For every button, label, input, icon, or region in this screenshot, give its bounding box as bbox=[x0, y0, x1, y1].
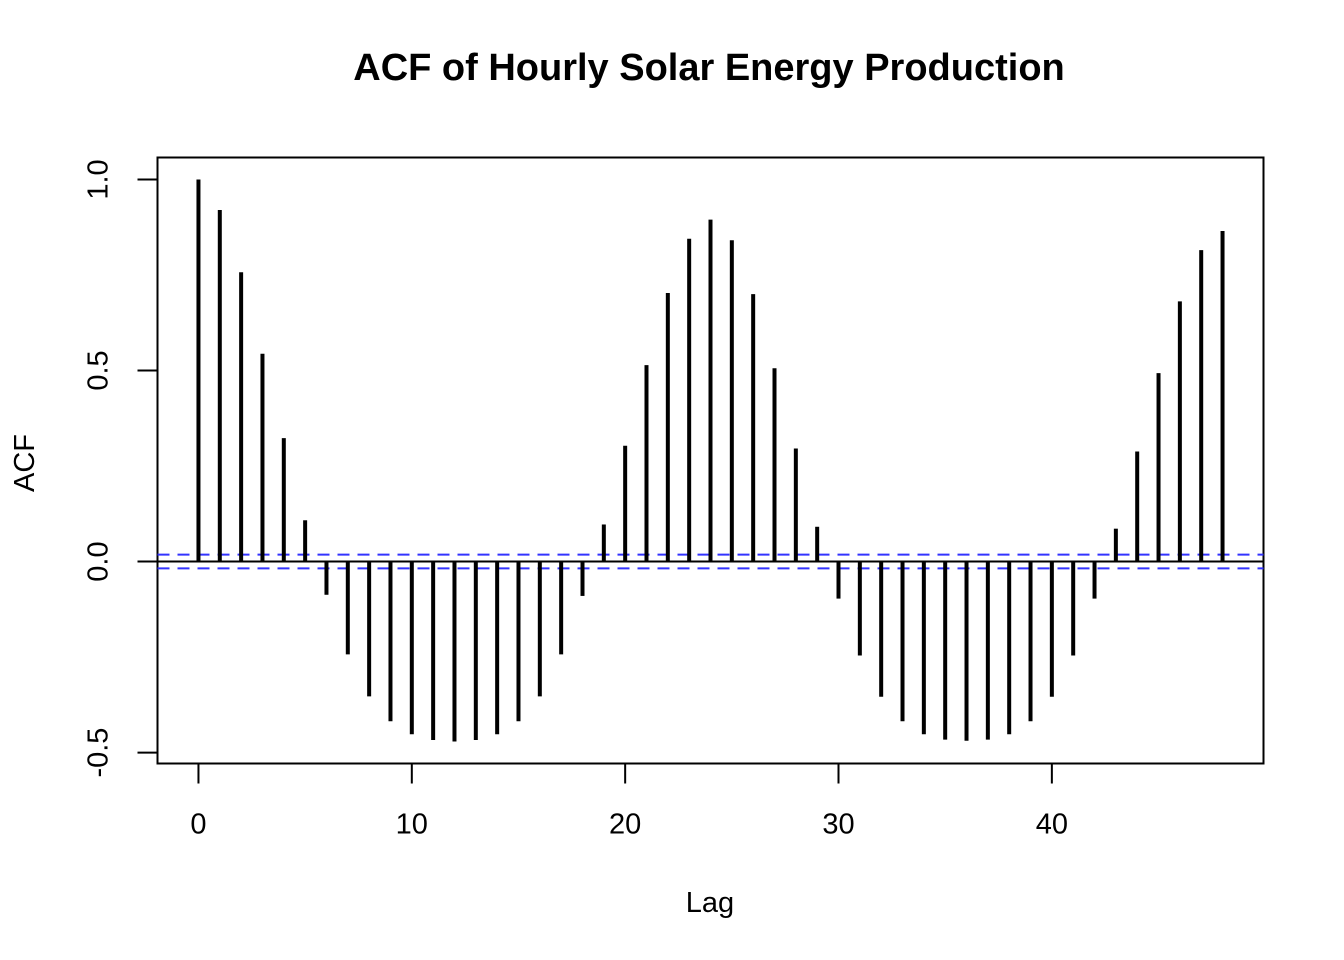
y-tick-label: 0.5 bbox=[83, 350, 115, 390]
y-tick-label: 1.0 bbox=[83, 159, 115, 199]
acf-bars bbox=[196, 179, 1225, 742]
chart-title: ACF of Hourly Solar Energy Production bbox=[353, 47, 1065, 89]
y-axis: -0.5 0.0 0.5 1.0 bbox=[83, 159, 159, 778]
x-axis: 0 10 20 30 40 bbox=[190, 762, 1068, 841]
y-tick-label: 0.0 bbox=[83, 541, 115, 581]
x-tick-label: 40 bbox=[1036, 809, 1068, 841]
x-axis-label: Lag bbox=[686, 887, 734, 919]
y-tick-label: -0.5 bbox=[83, 728, 115, 778]
x-tick-label: 30 bbox=[822, 809, 854, 841]
y-axis-label: ACF bbox=[9, 434, 41, 492]
x-tick-label: 20 bbox=[609, 809, 641, 841]
x-tick-label: 0 bbox=[190, 809, 206, 841]
x-tick-label: 10 bbox=[396, 809, 428, 841]
